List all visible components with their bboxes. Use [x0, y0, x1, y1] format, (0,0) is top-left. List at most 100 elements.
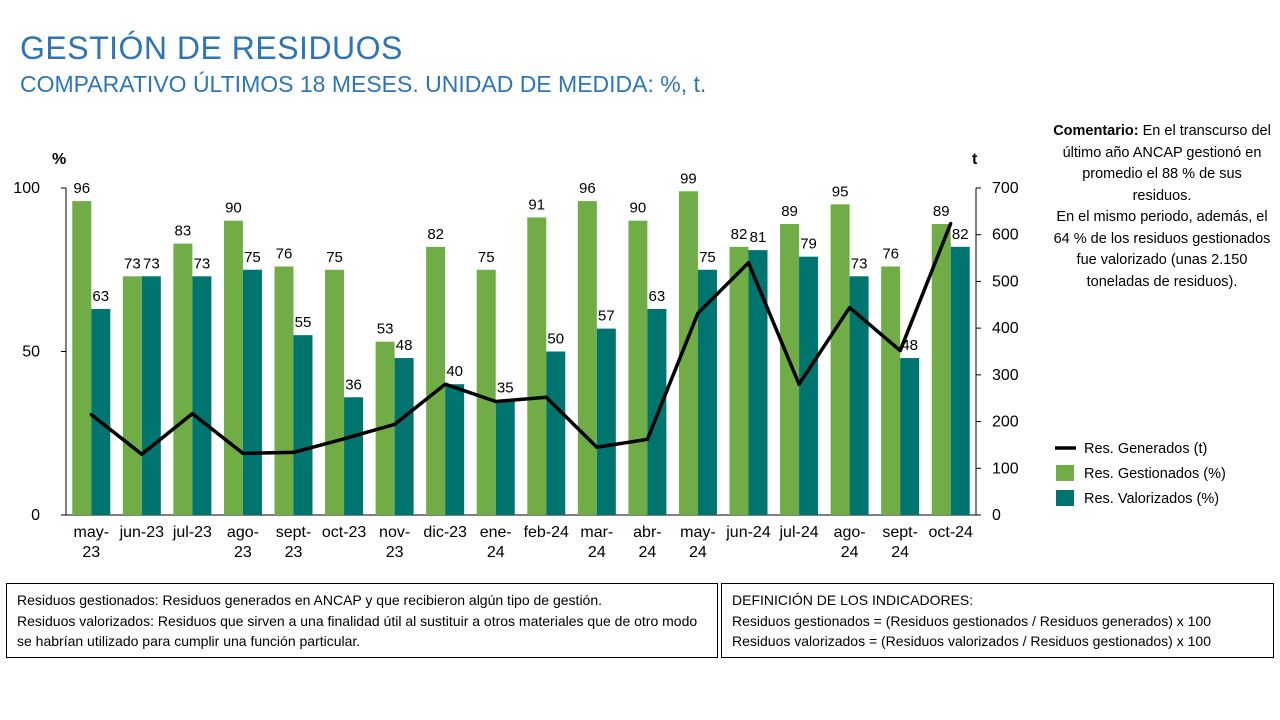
- line-point-generados: [645, 437, 649, 441]
- right-axis-tick-label: 300: [992, 367, 1019, 384]
- line-point-generados: [393, 422, 397, 426]
- x-tick-label: jun-24: [725, 524, 771, 541]
- legend-swatch-valorizados: [1056, 490, 1074, 506]
- line-generados: [90, 222, 953, 457]
- line-point-generados: [848, 305, 852, 310]
- right-axis-label: t: [972, 151, 978, 168]
- x-tick-label: 23: [386, 544, 404, 561]
- right-axis-tick-label: 700: [992, 180, 1019, 197]
- bar-valorizados: [91, 308, 111, 515]
- bar-gestionados: [173, 243, 193, 515]
- data-label-valorizados: 63: [649, 288, 666, 305]
- bar-gestionados: [830, 204, 850, 515]
- x-tick-label: ago-: [227, 524, 259, 541]
- definitions-box: DEFINICIÓN DE LOS INDICADORES: Residuos …: [721, 583, 1274, 658]
- legend-label: Res. Valorizados (%): [1084, 491, 1219, 507]
- x-tick-label: jul-23: [172, 524, 212, 541]
- x-tick-label: oct-23: [322, 524, 367, 541]
- legend-label: Res. Gestionados (%): [1084, 466, 1226, 482]
- bar-valorizados: [293, 335, 313, 515]
- note-valorizados: Residuos valorizados: Residuos que sirve…: [17, 612, 698, 650]
- bar-gestionados: [72, 201, 92, 515]
- x-tick-label: 24: [487, 544, 505, 561]
- page-subtitle: COMPARATIVO ÚLTIMOS 18 MESES. UNIDAD DE …: [20, 71, 707, 97]
- data-label-valorizados: 81: [750, 229, 767, 246]
- data-label-gestionados: 89: [933, 203, 950, 220]
- x-tick-label: 24: [588, 544, 606, 561]
- bar-valorizados: [242, 269, 262, 515]
- bar-valorizados: [900, 358, 920, 515]
- data-label-valorizados: 63: [92, 288, 109, 305]
- x-tick-label: sept-: [276, 524, 312, 541]
- x-tick-label: 24: [689, 544, 707, 561]
- data-label-gestionados: 96: [579, 180, 596, 197]
- right-axis-tick-label: 200: [992, 414, 1019, 431]
- x-tick-label: oct-24: [928, 524, 973, 541]
- x-tick-label: ago-: [834, 524, 866, 541]
- x-tick-label: sept-: [882, 524, 918, 541]
- x-tick-label: dic-23: [423, 524, 467, 541]
- definitions-heading: DEFINICIÓN DE LOS INDICADORES:: [732, 592, 974, 608]
- line-point-generados: [342, 437, 346, 441]
- line-point-generados: [494, 399, 498, 404]
- x-tick-label: 23: [285, 544, 303, 561]
- right-axis-tick-label: 0: [992, 507, 1001, 524]
- left-axis-tick-label: 50: [22, 344, 40, 361]
- bar-gestionados: [223, 220, 243, 515]
- line-point-generados: [291, 450, 296, 455]
- x-tick-label: may-: [73, 524, 109, 541]
- line-point-generados: [241, 451, 245, 455]
- bar-valorizados: [394, 358, 414, 515]
- x-tick-label: 24: [891, 544, 909, 561]
- data-label-valorizados: 75: [244, 249, 261, 266]
- bar-valorizados: [495, 400, 515, 515]
- page-title: GESTIÓN DE RESIDUOS: [20, 30, 403, 66]
- bar-valorizados: [192, 276, 212, 515]
- data-label-valorizados: 35: [497, 380, 514, 397]
- comment-text-1: En el transcurso del último año ANCAP ge…: [1062, 123, 1271, 204]
- x-tick-label: 23: [82, 544, 100, 561]
- data-label-valorizados: 36: [345, 376, 362, 393]
- data-label-gestionados: 76: [882, 245, 899, 262]
- bar-gestionados: [527, 217, 547, 515]
- data-label-gestionados: 76: [276, 245, 293, 262]
- notes-box: Residuos gestionados: Residuos generados…: [6, 583, 718, 658]
- line-point-generados: [797, 382, 801, 386]
- data-label-gestionados: 83: [175, 223, 192, 240]
- data-label-gestionados: 53: [377, 321, 394, 338]
- bar-valorizados: [697, 269, 717, 515]
- x-tick-label: ene-: [480, 524, 512, 541]
- bar-gestionados: [881, 266, 901, 515]
- note-gestionados: Residuos gestionados: Residuos generados…: [17, 592, 603, 608]
- bar-valorizados: [799, 256, 819, 515]
- data-label-gestionados: 82: [731, 226, 748, 243]
- left-axis-tick-label: 0: [31, 507, 40, 524]
- x-tick-label: nov-: [379, 524, 410, 541]
- bar-gestionados: [122, 276, 142, 515]
- bar-gestionados: [628, 220, 648, 515]
- waste-chart: 050100%0100200300400500600700t9673839076…: [13, 151, 1226, 561]
- left-axis-label: %: [52, 151, 66, 168]
- x-tick-label: 24: [841, 544, 859, 561]
- bar-gestionados: [325, 269, 345, 515]
- data-label-valorizados: 79: [800, 236, 817, 253]
- line-point-generados: [696, 311, 700, 315]
- x-tick-label: 24: [638, 544, 656, 561]
- data-label-gestionados: 95: [832, 183, 849, 200]
- data-label-gestionados: 73: [124, 255, 141, 272]
- bar-valorizados: [849, 276, 869, 515]
- data-label-valorizados: 57: [598, 308, 615, 325]
- bar-valorizados: [141, 276, 161, 515]
- data-label-gestionados: 96: [73, 180, 90, 197]
- x-tick-label: jul-24: [778, 524, 818, 541]
- comment-box: Comentario: En el transcurso del último …: [1052, 121, 1272, 293]
- bar-gestionados: [931, 223, 951, 515]
- line-point-generados: [190, 412, 194, 416]
- data-label-valorizados: 82: [952, 226, 969, 243]
- right-axis-tick-label: 400: [992, 320, 1019, 337]
- data-label-gestionados: 89: [781, 203, 798, 220]
- data-label-gestionados: 99: [680, 170, 697, 187]
- bar-gestionados: [274, 266, 294, 515]
- bar-gestionados: [476, 269, 496, 515]
- data-label-gestionados: 90: [225, 200, 242, 217]
